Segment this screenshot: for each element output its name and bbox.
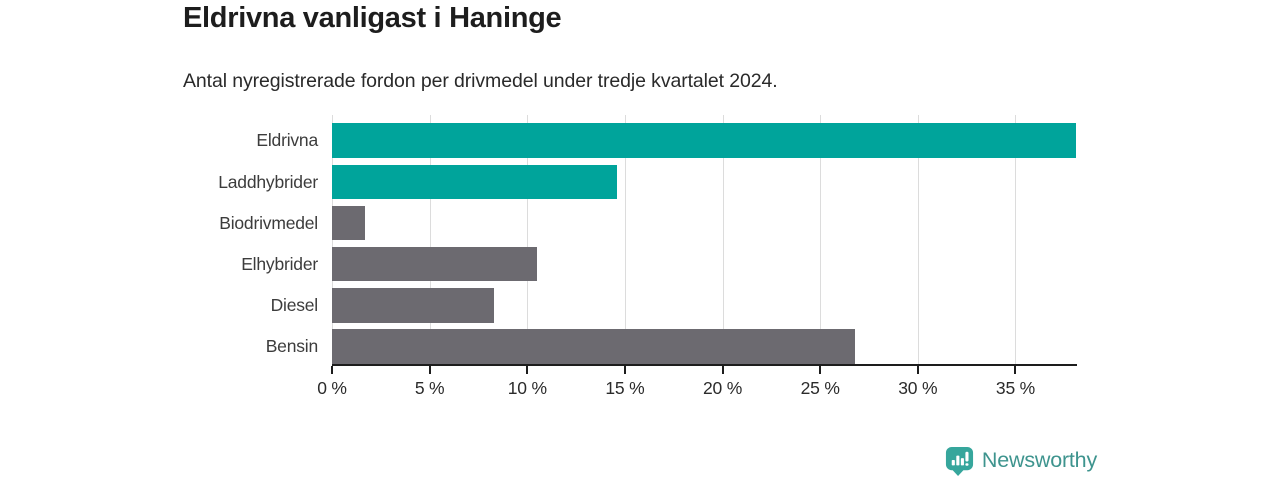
x-tick-label: 10 % xyxy=(507,378,547,398)
x-axis-line xyxy=(332,364,1077,366)
newsworthy-logo-text: Newsworthy xyxy=(981,448,1097,472)
x-axis-tick xyxy=(819,366,822,374)
category-label: Diesel xyxy=(270,295,319,316)
chart-subtitle: Antal nyregistrerade fordon per drivmede… xyxy=(183,70,778,92)
category-label: Eldrivna xyxy=(256,130,318,151)
gridline-35 xyxy=(1015,115,1017,366)
chart-title: Eldrivna vanligast i Haninge xyxy=(183,2,562,34)
newsworthy-logo: Newsworthy xyxy=(944,445,1097,476)
newsworthy-bar-chart-bubble-icon xyxy=(945,446,973,476)
x-tick-label: 30 % xyxy=(898,378,938,398)
category-label: Laddhybrider xyxy=(218,171,318,192)
gridline-25 xyxy=(820,115,822,366)
x-tick-label: 25 % xyxy=(800,378,840,398)
gridline-20 xyxy=(722,115,724,366)
gridline-30 xyxy=(917,115,919,366)
x-tick-label: 0 % xyxy=(317,378,347,398)
x-tick-label: 35 % xyxy=(995,378,1035,398)
category-label: Biodrivmedel xyxy=(219,212,318,233)
bar-elhybrider xyxy=(332,246,538,282)
gridline-5 xyxy=(429,115,431,366)
gridline-0 xyxy=(332,115,333,366)
plot-area: Eldrivna Laddhybrider Biodrivmedel Elhybrid… xyxy=(218,115,1077,398)
bar-laddhybrider xyxy=(332,164,618,200)
gridline-15 xyxy=(624,115,626,366)
bar-biodrivmedel xyxy=(332,205,366,241)
x-axis-tick xyxy=(1014,366,1017,374)
category-label: Bensin xyxy=(265,336,319,357)
x-axis-tick xyxy=(623,366,626,374)
category-label: Elhybrider xyxy=(241,253,318,274)
bar-bensin xyxy=(332,329,856,364)
bar-diesel xyxy=(332,288,495,323)
x-axis-tick xyxy=(916,366,919,374)
bar-eldrivna xyxy=(332,123,1076,158)
x-axis-tick xyxy=(721,366,724,374)
x-axis-tick xyxy=(526,366,529,374)
x-tick-label: 5 % xyxy=(414,378,445,398)
x-tick-label: 20 % xyxy=(703,378,743,398)
x-axis-tick xyxy=(331,366,333,374)
x-tick-label: 15 % xyxy=(605,378,645,398)
gridline-10 xyxy=(527,115,529,366)
x-axis-tick xyxy=(428,366,431,374)
